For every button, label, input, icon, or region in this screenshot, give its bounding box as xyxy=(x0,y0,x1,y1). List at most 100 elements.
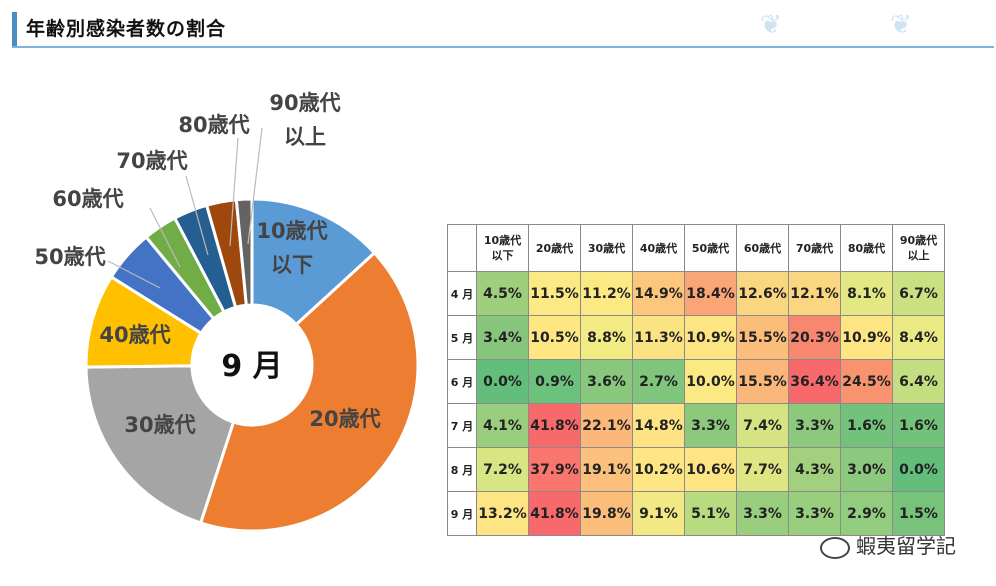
heat-cell: 3.3% xyxy=(788,403,841,448)
row-header-month: 6 月 xyxy=(447,359,477,404)
heat-cell: 4.1% xyxy=(476,403,529,448)
pie-label-1: 10歳代以下 xyxy=(256,219,327,277)
column-header: 70歳代 xyxy=(788,224,841,272)
heat-cell: 4.5% xyxy=(476,271,529,316)
column-header: 10歳代 以下 xyxy=(476,224,529,272)
heat-cell: 37.9% xyxy=(528,447,581,492)
table-row: 9 月 13.2% 41.8% 19.8% 9.1% 5.1% 3.3% 3.3% 2.9% 1.… xyxy=(447,491,945,536)
pie-label-7: 70歳代 xyxy=(116,149,187,173)
heat-cell: 1.5% xyxy=(892,491,945,536)
row-header-month: 9 月 xyxy=(447,491,477,536)
heat-cell: 14.8% xyxy=(632,403,685,448)
table-row: 8 月 7.2% 37.9% 19.1% 10.2% 10.6% 7.7% 4.3% 3.0% 0… xyxy=(447,447,945,492)
heat-cell: 5.1% xyxy=(684,491,737,536)
pie-leader-line-8 xyxy=(229,137,239,247)
heat-cell: 15.5% xyxy=(736,315,789,360)
heat-cell: 6.7% xyxy=(892,271,945,316)
pie-label-2: 20歳代 xyxy=(309,407,380,431)
column-header: 50歳代 xyxy=(684,224,737,272)
column-header: 20歳代 xyxy=(528,224,581,272)
pie-label-3: 30歳代 xyxy=(124,413,195,437)
heat-cell: 3.3% xyxy=(788,491,841,536)
heat-cell: 6.4% xyxy=(892,359,945,404)
header-rule xyxy=(12,46,994,48)
heat-cell: 3.3% xyxy=(736,491,789,536)
heat-cell: 8.8% xyxy=(580,315,633,360)
heat-cell: 7.4% xyxy=(736,403,789,448)
pie-slice-9 xyxy=(234,197,254,307)
chat-bubble-icon xyxy=(820,536,850,559)
pie-center-label: 9 月 xyxy=(221,349,282,384)
pie-leader-line-6 xyxy=(149,207,181,268)
heat-cell: 0.0% xyxy=(476,359,529,404)
heat-cell: 11.2% xyxy=(580,271,633,316)
heat-cell: 2.7% xyxy=(632,359,685,404)
leaf-ornament-icon: ❦ xyxy=(890,10,912,40)
heat-cell: 1.6% xyxy=(892,403,945,448)
heat-cell: 8.1% xyxy=(840,271,893,316)
heat-cell: 19.8% xyxy=(580,491,633,536)
header-accent-bar xyxy=(12,12,17,46)
column-header: 60歳代 xyxy=(736,224,789,272)
pie-center-hole xyxy=(195,308,309,422)
row-header-month: 4 月 xyxy=(447,271,477,316)
heat-cell: 11.5% xyxy=(528,271,581,316)
heat-cell: 41.8% xyxy=(528,491,581,536)
heat-cell: 8.4% xyxy=(892,315,945,360)
pie-label-6: 60歳代 xyxy=(52,187,123,211)
table-row: 6 月 0.0% 0.9% 3.6% 2.7% 10.0% 15.5% 36.4% 24.5% 6… xyxy=(447,359,945,404)
heat-cell: 15.5% xyxy=(736,359,789,404)
heat-cell: 41.8% xyxy=(528,403,581,448)
row-header-month: 7 月 xyxy=(447,403,477,448)
pie-leader-line-5 xyxy=(107,260,161,289)
heat-cell: 3.4% xyxy=(476,315,529,360)
table-body: 4 月 4.5% 11.5% 11.2% 14.9% 18.4% 12.6% 12.1% 8.1… xyxy=(447,271,945,536)
pie-slice-2 xyxy=(198,250,420,533)
age-pie-chart: 9 月 10歳代以下 20歳代 30歳代 40歳代 50歳代 60歳代 70歳代 80歳代 90歳… xyxy=(34,91,420,533)
table-row: 5 月 3.4% 10.5% 8.8% 11.3% 10.9% 15.5% 20.3% 10.9… xyxy=(447,315,945,360)
pie-slice-3 xyxy=(84,364,236,525)
row-header-month: 5 月 xyxy=(447,315,477,360)
column-header: 80歳代 xyxy=(840,224,893,272)
pie-label-8: 80歳代 xyxy=(178,113,249,137)
page-header: 年齢別感染者数の割合 ❦ ❦ xyxy=(0,0,996,50)
pie-label-5: 50歳代 xyxy=(34,245,105,269)
heat-cell: 1.6% xyxy=(840,403,893,448)
heat-cell: 12.6% xyxy=(736,271,789,316)
heat-cell: 10.9% xyxy=(840,315,893,360)
heat-cell: 10.5% xyxy=(528,315,581,360)
pie-slice-1 xyxy=(250,197,377,327)
table-corner-cell xyxy=(447,224,477,272)
heat-cell: 36.4% xyxy=(788,359,841,404)
table-row: 4 月 4.5% 11.5% 11.2% 14.9% 18.4% 12.6% 12.1% 8.1… xyxy=(447,271,945,316)
heat-cell: 10.2% xyxy=(632,447,685,492)
pie-leader-line-7 xyxy=(185,175,209,256)
heat-cell: 13.2% xyxy=(476,491,529,536)
heat-cell: 10.0% xyxy=(684,359,737,404)
heat-cell: 19.1% xyxy=(580,447,633,492)
heat-cell: 11.3% xyxy=(632,315,685,360)
leaf-ornament-icon: ❦ xyxy=(760,10,782,40)
pie-label-9: 90歳代以上 xyxy=(269,91,340,149)
heat-cell: 22.1% xyxy=(580,403,633,448)
heat-cell: 3.6% xyxy=(580,359,633,404)
monthly-age-heatmap-table: 10歳代 以下 20歳代 30歳代 40歳代 50歳代 60歳代 70歳代 80歳代 90歳代 以上… xyxy=(447,224,945,536)
heat-cell: 9.1% xyxy=(632,491,685,536)
watermark: 蝦夷留学記 xyxy=(820,530,956,559)
heat-cell: 0.0% xyxy=(892,447,945,492)
pie-leader-line-9 xyxy=(247,127,263,245)
row-header-month: 8 月 xyxy=(447,447,477,492)
column-header: 90歳代 以上 xyxy=(892,224,945,272)
heat-cell: 0.9% xyxy=(528,359,581,404)
column-header: 30歳代 xyxy=(580,224,633,272)
table-row: 7 月 4.1% 41.8% 22.1% 14.8% 3.3% 7.4% 3.3% 1.6% 1.… xyxy=(447,403,945,448)
heat-cell: 7.7% xyxy=(736,447,789,492)
heat-cell: 10.9% xyxy=(684,315,737,360)
heat-cell: 4.3% xyxy=(788,447,841,492)
heat-cell: 12.1% xyxy=(788,271,841,316)
heat-cell: 7.2% xyxy=(476,447,529,492)
heat-cell: 10.6% xyxy=(684,447,737,492)
heat-cell: 3.3% xyxy=(684,403,737,448)
pie-label-4: 40歳代 xyxy=(99,323,170,347)
heat-cell: 14.9% xyxy=(632,271,685,316)
